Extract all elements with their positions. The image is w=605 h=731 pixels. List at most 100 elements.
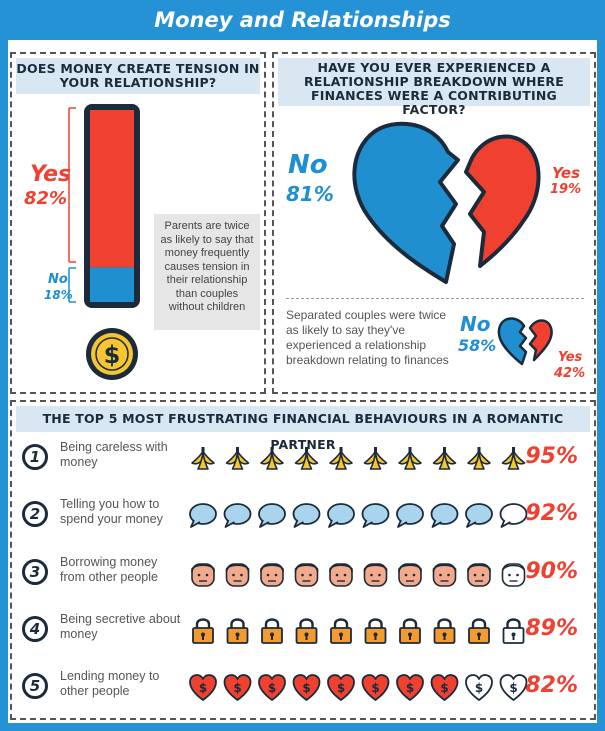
face-icon <box>432 563 457 587</box>
face-icon <box>467 563 491 587</box>
padlock-icon <box>468 618 490 644</box>
speech-bubble-icon <box>396 503 424 528</box>
behaviour-label: Lending money to other people <box>60 669 160 698</box>
dollar-heart-icon: $ <box>189 674 217 701</box>
behaviour-label: Borrowing money from other people <box>60 555 158 584</box>
behaviour-icon-strip: $ $ $ $ $ $ $ $ $ $ <box>188 671 538 703</box>
section-breakdown-heading: HAVE YOU EVER EXPERIENCED A RELATIONSHIP… <box>278 58 590 117</box>
behaviour-label: Being careless with money <box>60 440 168 469</box>
section-behaviours: THE TOP 5 MOST FRUSTRATING FINANCIAL BEH… <box>10 400 596 720</box>
yes-bar <box>90 110 134 268</box>
padlock-icon <box>364 618 387 644</box>
padlock-icon <box>399 618 421 644</box>
speech-bubble-icon <box>258 503 286 528</box>
behaviour-percent: 90% <box>525 559 578 584</box>
svg-text:$: $ <box>233 681 241 695</box>
small-broken-heart-icon <box>497 317 553 366</box>
padlock-icon <box>330 618 352 644</box>
face-icon <box>329 563 353 587</box>
face-icon <box>501 563 526 587</box>
dollar-heart-icon: $ <box>361 674 390 701</box>
broken-heart-icon <box>352 121 541 284</box>
divider <box>286 298 584 299</box>
behaviour-icon-row <box>191 563 526 587</box>
dollar-heart-icon: $ <box>430 674 459 701</box>
breakdown-yes-label: Yes <box>552 164 581 182</box>
dollar-heart-icon: $ <box>327 674 355 701</box>
svg-text:$: $ <box>371 681 379 695</box>
content-panel: DOES MONEY CREATE TENSION IN YOUR RELATI… <box>8 40 597 723</box>
separated-no-label: No <box>460 312 491 336</box>
yes-value: 82% <box>24 188 68 209</box>
face-icon <box>225 563 250 587</box>
padlock-icon <box>295 618 318 644</box>
rank-badge: 3 <box>22 559 48 585</box>
banana-peel-icon <box>501 447 526 470</box>
padlock-icon <box>261 618 283 644</box>
padlock-icon <box>226 618 249 644</box>
behaviour-percent: 89% <box>525 616 578 641</box>
banana-peel-icon <box>398 447 422 470</box>
behaviour-icon-strip <box>188 442 538 474</box>
svg-text:$: $ <box>337 681 345 695</box>
no-bar <box>90 267 134 302</box>
svg-text:$: $ <box>475 681 483 695</box>
speech-bubble-icon <box>223 503 252 528</box>
behaviour-icon-row <box>191 447 526 470</box>
dollar-heart-icon: $ <box>396 674 424 701</box>
face-icon <box>191 563 215 587</box>
svg-text:$: $ <box>302 681 310 695</box>
separated-yes-label: Yes <box>558 350 583 365</box>
dollar-coin-icon: $ <box>86 328 138 380</box>
banana-peel-icon <box>467 447 491 470</box>
face-icon <box>294 563 319 587</box>
separated-note: Separated couples were twice as likely t… <box>286 308 449 367</box>
behaviour-percent: 92% <box>525 501 578 526</box>
banana-peel-icon <box>432 447 457 470</box>
dollar-heart-icon: $ <box>465 674 493 701</box>
behaviour-percent: 95% <box>525 444 578 469</box>
dollar-heart-icon: $ <box>258 674 286 701</box>
face-icon <box>398 563 422 587</box>
separated-no-value: 58% <box>458 336 497 355</box>
padlock-icon <box>433 618 456 644</box>
behaviour-percent: 82% <box>525 673 578 698</box>
padlock-icon <box>502 618 525 644</box>
speech-bubble-icon <box>499 503 528 528</box>
breakdown-yes-value: 19% <box>550 182 582 197</box>
speech-bubble-icon <box>292 503 321 528</box>
rank-badge: 4 <box>22 616 48 642</box>
speech-bubble-icon <box>430 503 459 528</box>
breakdown-no-label: No <box>288 150 328 180</box>
banana-peel-icon <box>329 447 353 470</box>
behaviour-label: Being secretive about money <box>60 612 181 641</box>
banana-peel-icon <box>225 447 250 470</box>
behaviour-icon-row <box>192 618 525 644</box>
yes-label: Yes <box>30 162 72 187</box>
behaviour-icon-strip <box>188 499 538 531</box>
parents-note: Parents are twice as likely to say that … <box>154 214 260 330</box>
no-value: 18% <box>44 288 73 302</box>
no-label: No <box>48 272 68 287</box>
speech-bubble-icon <box>189 503 217 528</box>
section-tension: DOES MONEY CREATE TENSION IN YOUR RELATI… <box>10 52 266 394</box>
padlock-icon <box>192 618 214 644</box>
rank-badge: 1 <box>22 444 48 470</box>
svg-text:$: $ <box>199 681 207 695</box>
heart-no-part <box>352 121 460 284</box>
svg-text:$: $ <box>440 681 448 695</box>
breakdown-no-value: 81% <box>286 182 334 206</box>
speech-bubble-icon <box>327 503 355 528</box>
svg-text:$: $ <box>268 681 276 695</box>
banana-peel-icon <box>363 447 388 470</box>
dollar-heart-icon: $ <box>499 674 528 701</box>
svg-text:$: $ <box>509 681 517 695</box>
behaviour-label: Telling you how to spend your money <box>60 497 163 526</box>
section-behaviours-heading: THE TOP 5 MOST FRUSTRATING FINANCIAL BEH… <box>16 406 590 452</box>
page-title: Money and Relationships <box>154 8 451 32</box>
speech-bubble-icon <box>465 503 493 528</box>
face-icon <box>260 563 284 587</box>
section-tension-heading: DOES MONEY CREATE TENSION IN YOUR RELATI… <box>16 58 260 94</box>
heart-yes-part <box>464 134 541 268</box>
